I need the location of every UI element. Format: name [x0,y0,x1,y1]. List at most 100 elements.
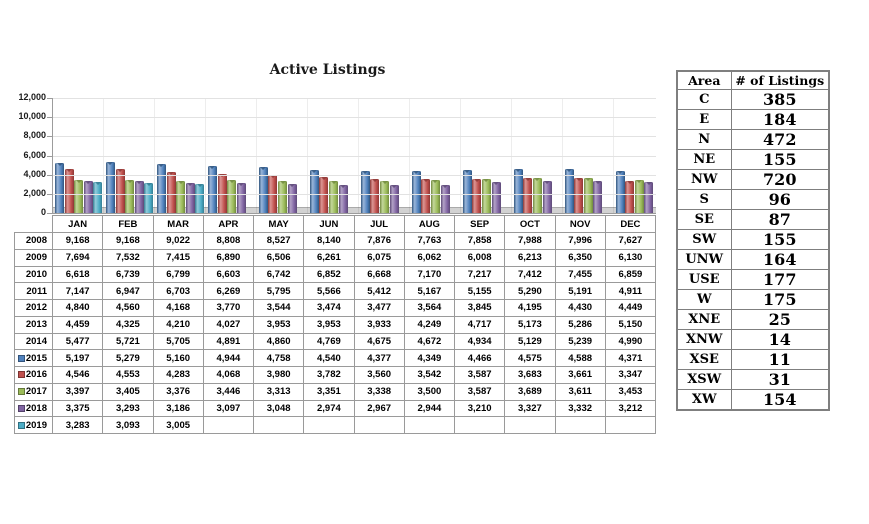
value-cell-2016-aug: 3,542 [403,366,456,384]
value-cell-2011-may: 5,795 [252,282,305,300]
bar-2015-jun [309,169,319,213]
area-code-cell: N [676,128,732,150]
bar-slot [185,182,196,213]
value-cell-2011-feb: 6,947 [102,282,154,300]
value-cell-2011-oct: 5,290 [504,282,556,300]
value-cell-2013-sep: 4,717 [453,315,506,334]
bar-2019-feb [144,183,154,213]
bar-2018-oct [542,181,552,213]
value-cell-2009-sep: 6,008 [453,248,506,267]
value-cell-2017-mar: 3,376 [152,382,204,401]
bar-2015-sep [462,170,472,213]
bar-2017-jul [380,181,389,213]
bar-2019-jan [93,181,103,213]
value-cell-2008-may: 8,527 [252,232,305,250]
value-cell-2016-dec: 3,347 [604,366,657,384]
year-label: 2019 [25,419,47,431]
value-cell-2013-oct: 5,173 [504,315,556,334]
bar-2015-aug [411,171,421,213]
bar-2015-apr [207,165,217,213]
area-listings-cell: 472 [730,128,830,150]
table-row-2015: 2015 5,197 5,279 5,160 4,944 4,758 4,540 4,377 4… [14,349,657,367]
year-label: 2012 [25,302,47,314]
bar-2017-dec [634,179,644,213]
value-cell-2019-sep [453,416,506,434]
bar-2017-sep [481,178,491,213]
year-cell: 2019 [14,416,53,434]
value-cell-2018-sep: 3,210 [453,399,506,418]
value-cell-2009-oct: 6,213 [504,248,556,267]
table-row-2009: 2009 7,694 7,532 7,415 6,890 6,506 6,261 6,075 6… [14,248,657,267]
corner-cell [14,215,53,233]
value-cell-2015-apr: 4,944 [202,349,255,367]
value-cell-2018-jun: 2,974 [303,399,355,418]
legend-swatch-icon [18,421,25,429]
table-row-2013: 2013 4,459 4,325 4,210 4,027 3,953 3,953 3,933 4… [14,315,657,334]
value-cell-2018-apr: 3,097 [202,399,255,418]
area-code-cell: C [676,88,732,110]
gridline [53,193,656,195]
value-cell-2017-jul: 3,338 [353,382,405,401]
bar-2015-jul [360,171,370,213]
value-cell-2009-aug: 6,062 [403,248,456,267]
bar-slot [430,179,441,213]
bar-2015-jan [55,163,64,213]
bar-slot [309,169,320,213]
value-cell-2010-oct: 7,412 [504,265,556,284]
bar-slot [380,181,390,213]
value-cell-2016-sep: 3,587 [453,366,506,384]
table-row-2016: 2016 4,546 4,553 4,283 4,068 3,980 3,782 3,560 3… [14,366,657,384]
value-cell-2014-jan: 5,477 [51,332,104,351]
area-code-cell: XSE [676,348,732,370]
bar-slot [329,180,339,213]
value-cell-2017-feb: 3,405 [102,382,154,401]
area-listings-cell: 184 [730,108,830,130]
area-row-xnw: XNW 14 [676,328,830,350]
month-header-aug: AUG [403,215,456,233]
bar-2018-aug [440,184,450,213]
bar-slot [472,178,482,213]
value-cell-2019-oct [504,416,556,434]
bar-2019-mar [195,184,205,213]
value-cell-2013-aug: 4,249 [403,315,456,334]
bar-2018-jul [389,184,399,213]
table-row-2010: 2010 6,618 6,739 6,799 6,603 6,742 6,852 6,668 7… [14,265,657,284]
value-cell-2019-jun [303,416,355,434]
table-row-2008: 2008 9,168 9,168 9,022 8,808 8,527 8,140 7,876 7… [14,232,657,250]
value-cell-2013-dec: 5,150 [604,315,657,334]
value-cell-2016-jun: 3,782 [303,366,355,384]
area-code-cell: XNW [676,328,732,350]
value-cell-2018-feb: 3,293 [102,399,154,418]
value-cell-2009-nov: 6,350 [554,248,606,267]
area-listings-cell: 154 [730,388,830,410]
bar-slot [481,178,492,213]
area-listings-cell: 177 [730,268,830,290]
y-axis-label: 2,000 [23,187,46,198]
bar-2016-jun [319,176,329,213]
area-listings-cell: 25 [730,308,830,330]
value-cell-2015-aug: 4,349 [403,349,456,367]
year-label: 2011 [26,285,47,297]
value-cell-2019-may [252,416,305,434]
bar-slot [278,181,288,213]
bar-2016-feb [115,169,125,213]
value-cell-2011-dec: 4,911 [604,282,657,300]
value-cell-2017-may: 3,313 [252,382,305,401]
area-listings-cell: 31 [730,368,830,390]
bar-slot [360,171,371,213]
bar-slot [644,182,654,213]
y-axis-label: 8,000 [23,130,46,141]
value-cell-2008-feb: 9,168 [102,232,154,250]
value-cell-2009-mar: 7,415 [152,248,204,267]
month-header-mar: MAR [152,215,204,233]
chart-bars-region [53,98,656,213]
value-cell-2016-apr: 4,068 [202,366,255,384]
area-row-unw: UNW 164 [676,248,830,270]
area-code-cell: W [676,288,732,310]
bar-2016-jul [370,178,380,213]
value-cell-2019-apr [202,416,255,434]
area-code-cell: E [676,108,732,130]
area-row-sw: SW 155 [676,228,830,250]
table-row-2017: 2017 3,397 3,405 3,376 3,446 3,313 3,351 3,338 3… [14,382,657,401]
y-axis-tick [47,117,52,119]
